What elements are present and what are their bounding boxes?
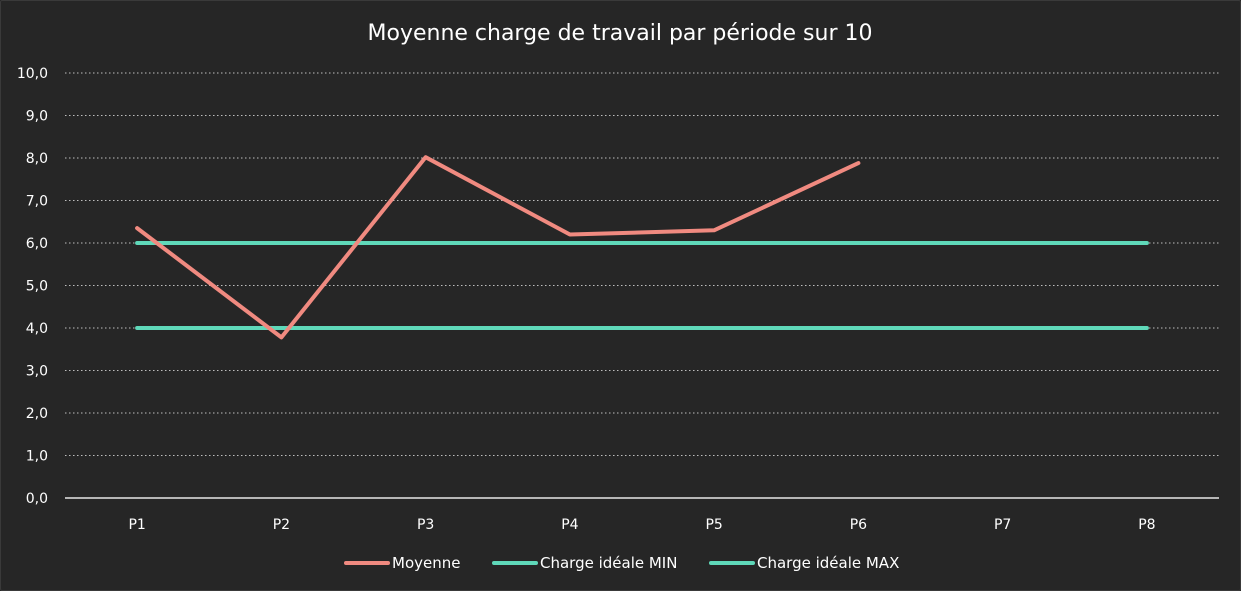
legend-label: Moyenne xyxy=(392,554,460,572)
chart-title: Moyenne charge de travail par période su… xyxy=(368,21,873,46)
x-tick-label: P5 xyxy=(705,517,722,533)
x-tick-label: P6 xyxy=(850,517,867,533)
legend-label: Charge idéale MAX xyxy=(757,554,899,572)
x-tick-label: P8 xyxy=(1138,517,1155,533)
y-tick-label: 2,0 xyxy=(26,406,48,422)
x-tick-label: P1 xyxy=(128,517,145,533)
y-tick-label: 5,0 xyxy=(26,279,48,295)
y-axis-tick-labels: 0,0 1,0 2,0 3,0 4,0 5,0 6,0 7,0 8,0 9,0 10,0 xyxy=(17,66,48,507)
y-tick-label: 9,0 xyxy=(26,109,48,125)
x-tick-label: P3 xyxy=(417,517,434,533)
x-tick-label: P2 xyxy=(273,517,290,533)
x-axis-tick-labels: P1 P2 P3 P4 P5 P6 P7 P8 xyxy=(128,517,1155,533)
y-tick-label: 4,0 xyxy=(26,321,48,337)
legend-label: Charge idéale MIN xyxy=(540,554,677,572)
series-line-0 xyxy=(135,155,861,340)
gridlines xyxy=(65,72,1219,499)
x-tick-label: P7 xyxy=(994,517,1011,533)
y-tick-label: 6,0 xyxy=(26,236,48,252)
y-tick-label: 8,0 xyxy=(26,151,48,167)
legend: Moyenne Charge idéale MIN Charge idéale MA… xyxy=(344,554,899,572)
x-tick-label: P4 xyxy=(561,517,578,533)
y-tick-label: 3,0 xyxy=(26,364,48,380)
y-tick-label: 1,0 xyxy=(26,449,48,465)
series-lines xyxy=(135,155,1149,340)
y-tick-label: 7,0 xyxy=(26,194,48,210)
y-tick-label: 0,0 xyxy=(26,491,48,507)
y-tick-label: 10,0 xyxy=(17,66,48,82)
